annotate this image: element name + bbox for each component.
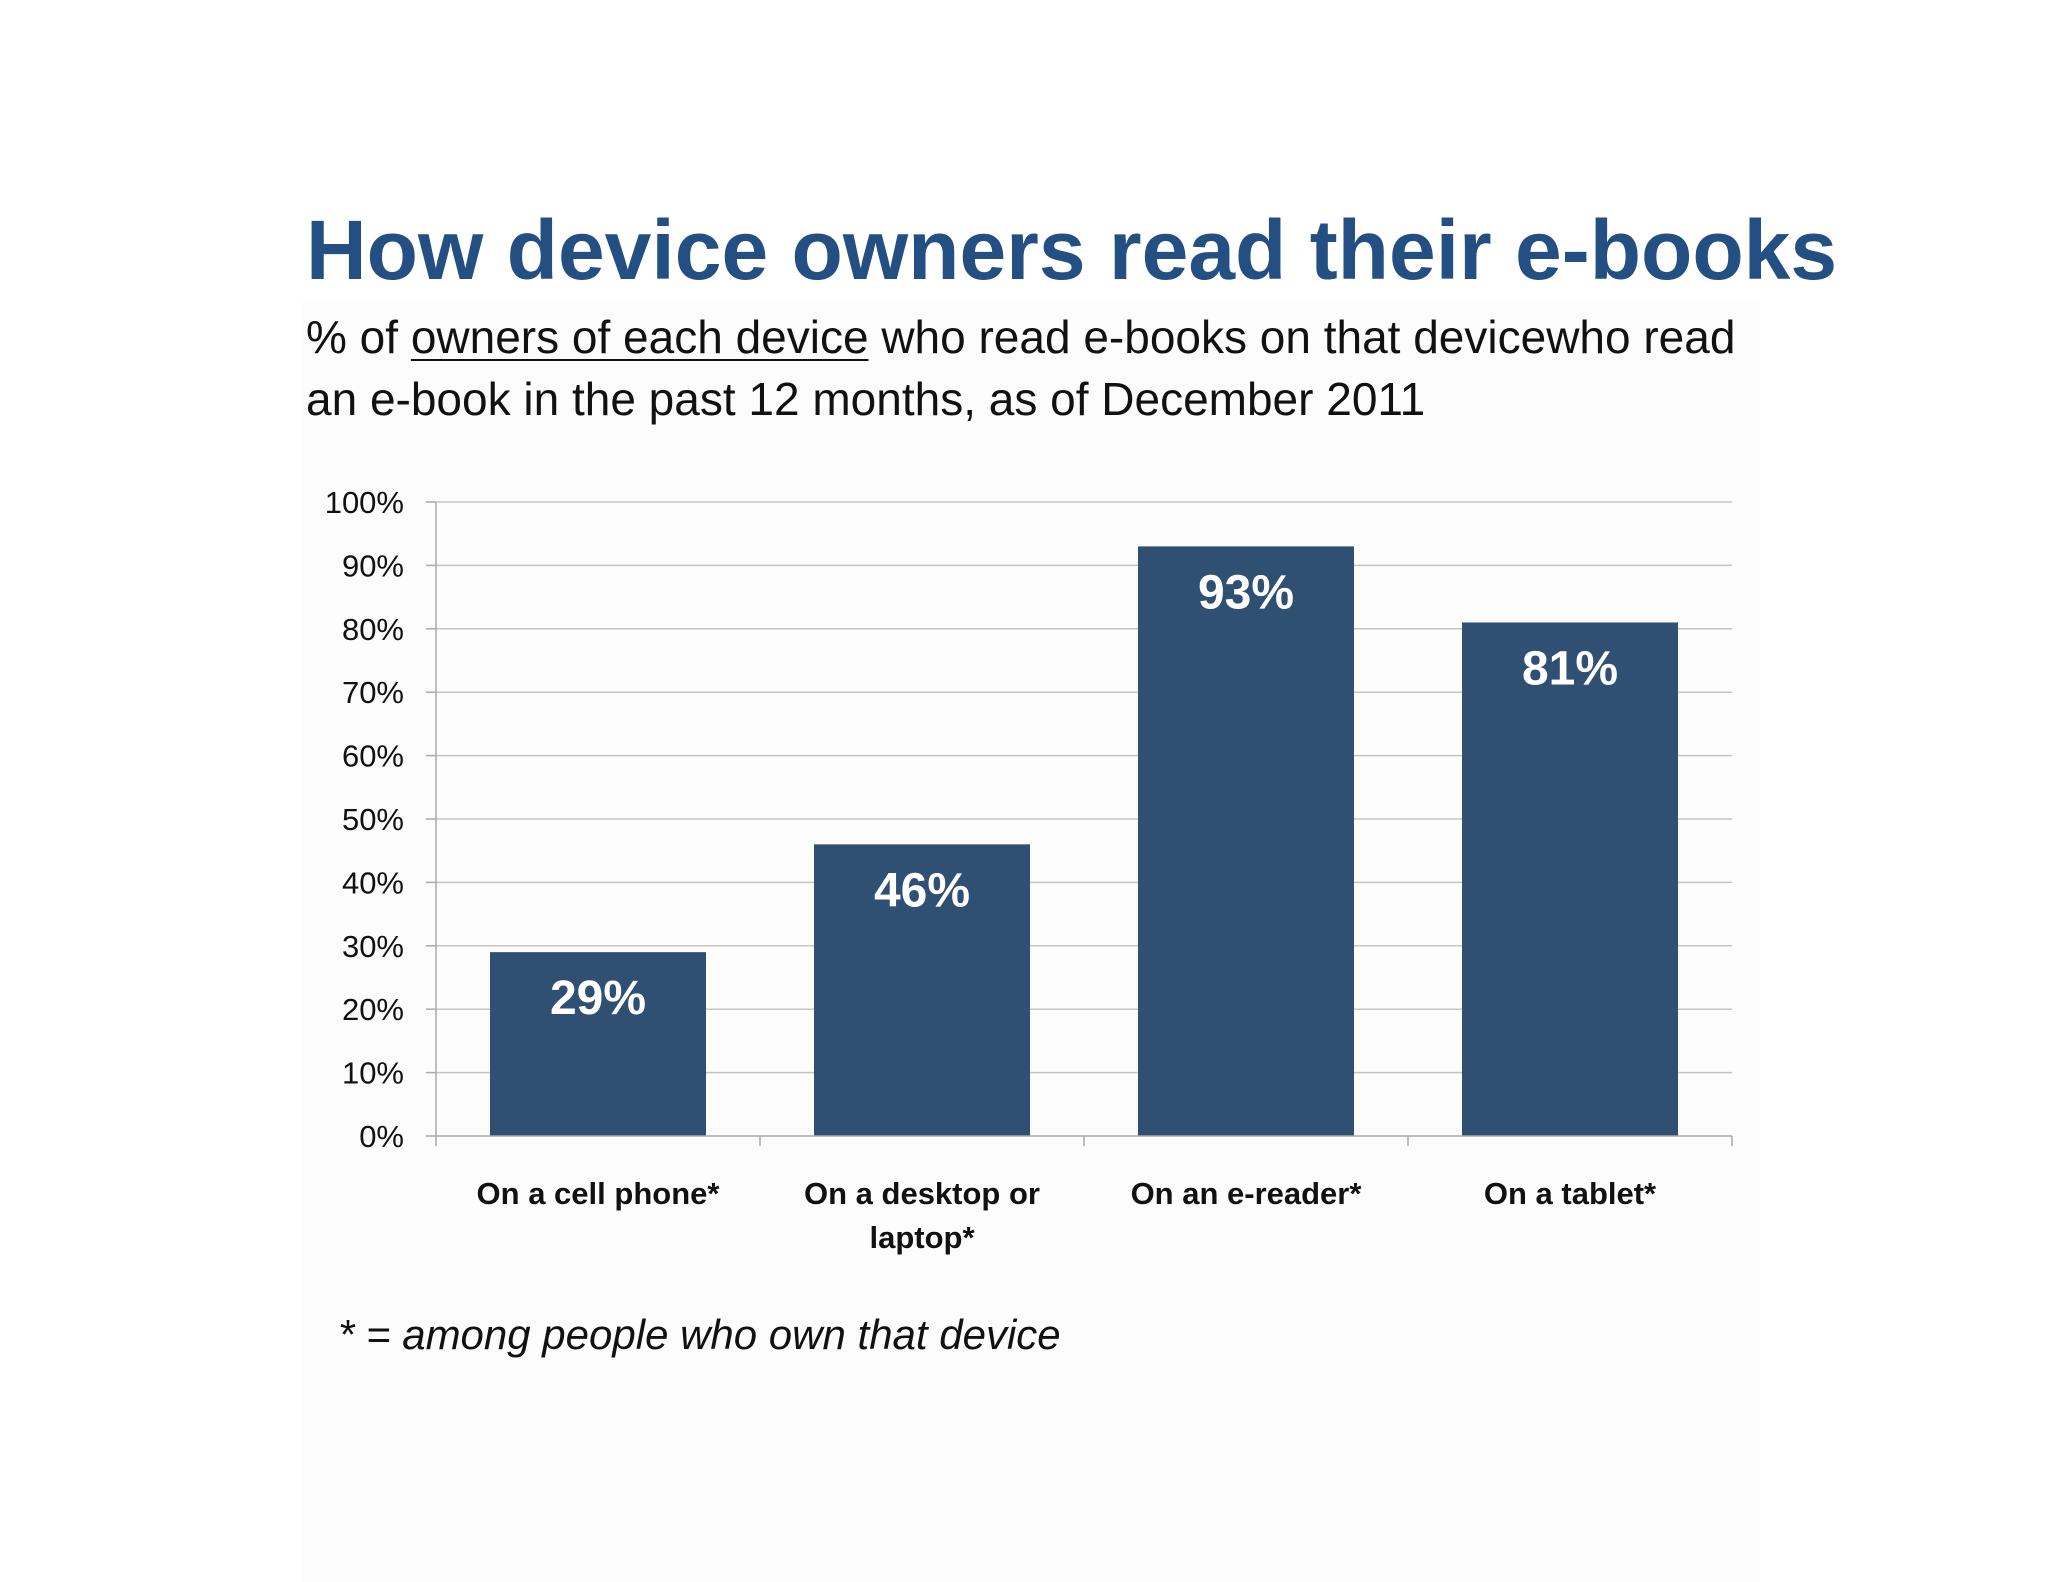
subtitle-prefix: % of <box>306 311 411 363</box>
y-tick-label: 40% <box>342 865 404 900</box>
y-tick-label: 50% <box>342 802 404 837</box>
y-tick-label: 30% <box>342 929 404 964</box>
y-tick-label: 80% <box>342 612 404 647</box>
bar <box>1462 622 1678 1136</box>
x-tick-label-line: On an e-reader* <box>1131 1176 1363 1211</box>
chart-title: How device owners read their e-books <box>306 203 1838 297</box>
axes <box>426 501 1733 1146</box>
y-tick-label: 70% <box>342 675 404 710</box>
x-tick-label: On an e-reader* <box>1131 1176 1363 1211</box>
subtitle-underlined: owners of each device <box>410 311 869 363</box>
x-tick-label-line: laptop* <box>869 1220 975 1255</box>
bar <box>814 844 1030 1136</box>
footnote: * = among people who own that device <box>338 1311 1061 1358</box>
y-tick-label: 60% <box>342 739 404 774</box>
subtitle-suffix: who read e-books on that devicewho read … <box>306 311 1736 425</box>
x-tick-label-line: On a tablet* <box>1484 1176 1657 1211</box>
x-tick-label-line: On a desktop or <box>804 1176 1040 1211</box>
data-label: 81% <box>1522 642 1618 695</box>
y-tick-label: 100% <box>325 485 404 520</box>
chart-subtitle: % of owners of each device who read e-bo… <box>306 306 1756 430</box>
bar <box>1138 546 1354 1136</box>
x-tick-label: On a desktop or laptop* <box>804 1176 1040 1255</box>
y-tick-label: 10% <box>342 1056 404 1091</box>
data-label: 29% <box>550 972 646 1025</box>
y-tick-label: 20% <box>342 992 404 1027</box>
x-tick-label: On a cell phone* <box>477 1176 721 1211</box>
bars <box>490 546 1678 1136</box>
y-tick-label: 90% <box>342 548 404 583</box>
x-tick-label-line: On a cell phone* <box>477 1176 721 1211</box>
bar <box>490 952 706 1136</box>
y-tick-label: 0% <box>359 1119 404 1154</box>
data-label: 46% <box>874 864 970 917</box>
x-tick-label: On a tablet* <box>1484 1176 1657 1211</box>
data-label: 93% <box>1198 566 1294 619</box>
labels: 0% 10% 20% 30% 40% 50% 60% 70% 80% 90% 100% 29% On a… <box>325 485 1657 1255</box>
